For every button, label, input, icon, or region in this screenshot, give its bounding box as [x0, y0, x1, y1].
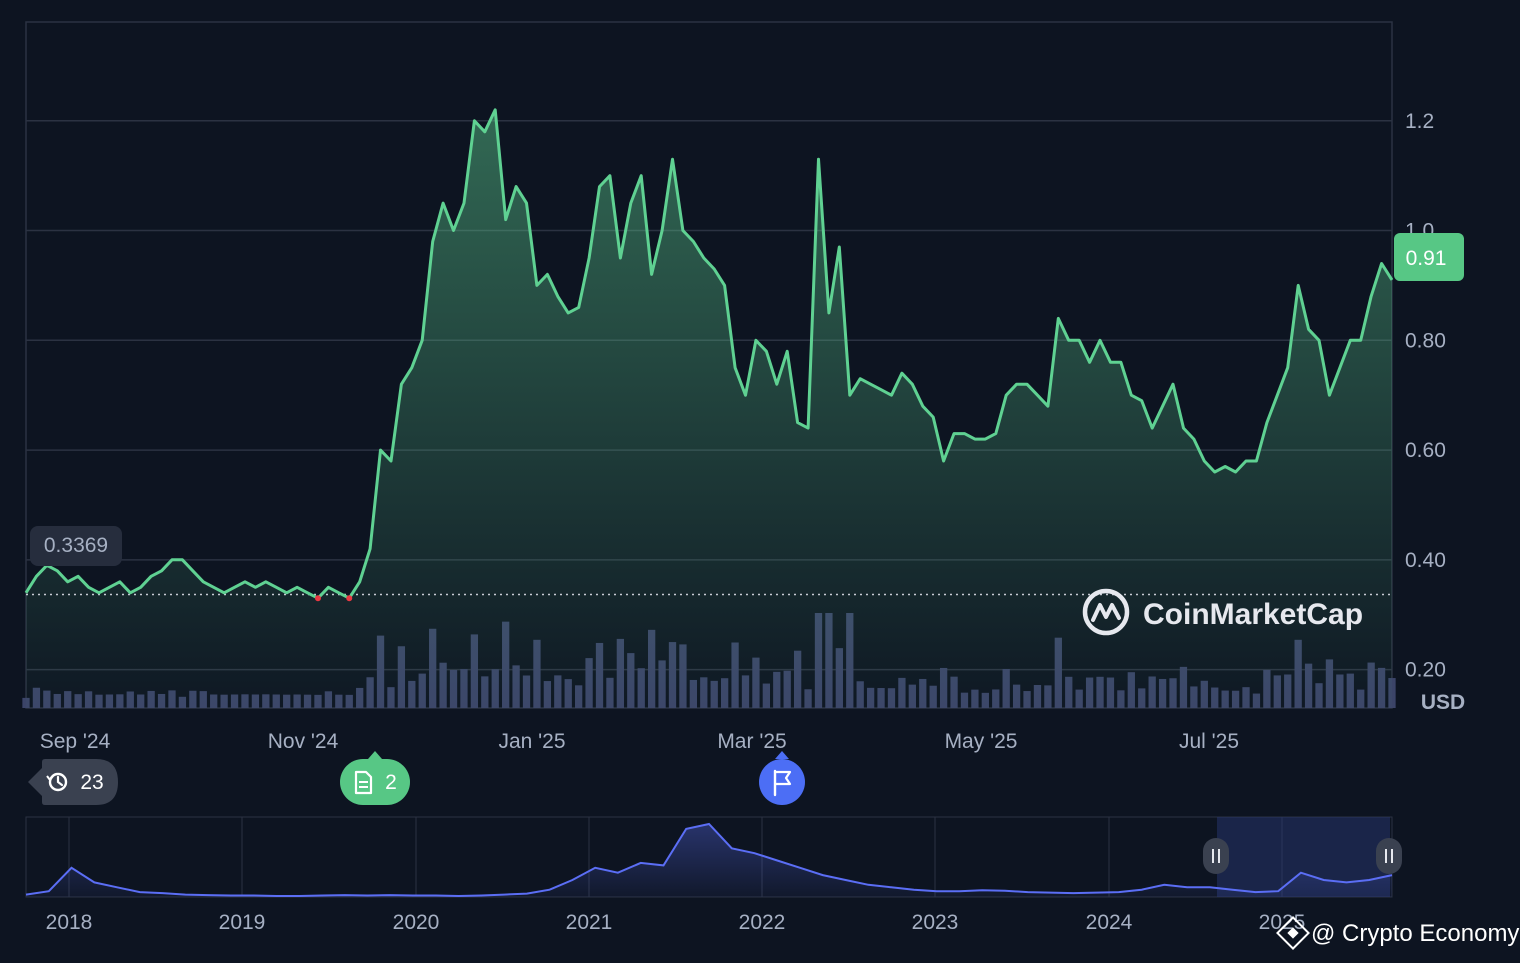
below-baseline-point [314, 595, 321, 602]
baseline-label: 0.3369 [30, 526, 122, 566]
history-count: 23 [80, 771, 103, 794]
navigator-year-label: 2024 [1086, 911, 1133, 934]
y-tick-label: 0.20 [1405, 659, 1446, 682]
diamond-logo-icon [1276, 916, 1310, 950]
y-tick-label: 0.40 [1405, 549, 1446, 572]
navigator-year-label: 2023 [912, 911, 959, 934]
navigator-x-axis: 2018 2019 2020 2021 2022 2023 2024 2025 [46, 911, 1306, 934]
price-line[interactable] [24, 108, 1394, 600]
current-price-value: 0.91 [1406, 247, 1447, 270]
brand-name: CoinMarketCap [1143, 598, 1363, 631]
crypto-economy-watermark: @ Crypto Economy [1276, 916, 1519, 950]
y-tick-label: 0.60 [1405, 439, 1446, 462]
flag-event-pill[interactable] [759, 751, 805, 805]
x-tick-label: Mar '25 [717, 730, 786, 753]
watermark-text: @ Crypto Economy [1311, 920, 1519, 947]
y-tick-label: 1.2 [1405, 110, 1434, 133]
navigator-left-handle[interactable] [1203, 838, 1229, 874]
history-icon [46, 772, 68, 792]
coinmarketcap-logo: CoinMarketCap [1082, 588, 1363, 636]
navigator-area [26, 824, 1392, 897]
x-tick-label: Nov '24 [268, 730, 339, 753]
current-price-badge: 0.91 [1394, 233, 1464, 281]
range-navigator[interactable]: 2018 2019 2020 2021 2022 2023 2024 2025 [25, 816, 1402, 934]
x-tick-label: Jan '25 [498, 730, 565, 753]
baseline-value: 0.3369 [44, 534, 108, 557]
y-axis: 0.200.400.600.801.01.2 [1405, 110, 1446, 682]
below-baseline-point [346, 595, 353, 602]
navigator-year-label: 2021 [566, 911, 613, 934]
currency-label: USD [1421, 691, 1465, 714]
x-tick-label: May '25 [945, 730, 1018, 753]
news-events-pill[interactable]: 2 [340, 751, 410, 805]
y-tick-label: 0.80 [1405, 329, 1446, 352]
flag-icon [773, 769, 792, 797]
x-tick-label: Jul '25 [1179, 730, 1239, 753]
document-icon [354, 770, 373, 795]
x-tick-label: Sep '24 [40, 730, 111, 753]
navigator-year-label: 2019 [219, 911, 266, 934]
news-count: 2 [385, 771, 397, 794]
navigator-year-label: 2018 [46, 911, 93, 934]
navigator-right-handle[interactable] [1376, 838, 1402, 874]
navigator-year-label: 2020 [393, 911, 440, 934]
navigator-year-label: 2022 [739, 911, 786, 934]
navigator-grid [68, 817, 1283, 897]
below-baseline-markers [314, 595, 353, 602]
history-events-pill[interactable]: 23 [28, 759, 118, 805]
navigator-line [25, 822, 1393, 898]
x-axis: Sep '24 Nov '24 Jan '25 Mar '25 May '25 Jul '… [40, 730, 1239, 753]
